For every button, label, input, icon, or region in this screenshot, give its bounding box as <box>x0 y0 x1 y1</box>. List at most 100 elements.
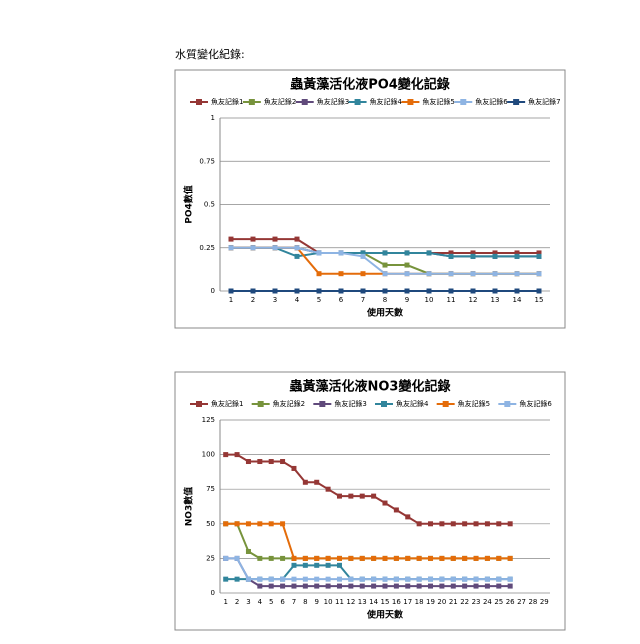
x-tick-label: 14 <box>513 296 522 304</box>
legend-marker <box>301 99 308 105</box>
x-tick-label: 25 <box>494 598 503 606</box>
x-tick-label: 9 <box>405 296 409 304</box>
x-tick-label: 12 <box>469 296 478 304</box>
point-marker <box>245 521 251 527</box>
legend-label: 魚友記錄1 <box>211 97 243 106</box>
point-marker <box>316 271 322 277</box>
x-tick-label: 5 <box>317 296 321 304</box>
point-marker <box>268 555 274 561</box>
y-tick-label: 125 <box>202 416 215 424</box>
point-marker <box>359 583 365 589</box>
point-marker <box>382 555 388 561</box>
point-marker <box>536 288 542 294</box>
point-marker <box>496 555 502 561</box>
x-tick-label: 11 <box>335 598 344 606</box>
legend-label: 魚友記錄4 <box>396 399 429 408</box>
x-tick-label: 26 <box>506 598 515 606</box>
x-tick-label: 21 <box>449 598 458 606</box>
point-marker <box>294 236 300 242</box>
legend-marker <box>407 99 414 105</box>
point-marker <box>382 500 388 506</box>
point-marker <box>272 245 278 251</box>
legend-marker <box>513 99 520 105</box>
x-tick-label: 24 <box>483 598 492 606</box>
x-tick-label: 6 <box>280 598 285 606</box>
chart-frame <box>174 69 566 329</box>
point-marker <box>439 576 445 582</box>
point-marker <box>448 288 454 294</box>
legend-marker <box>257 401 264 407</box>
y-axis-label: PO4數值 <box>183 185 195 224</box>
point-marker <box>314 479 320 485</box>
point-marker <box>428 583 434 589</box>
x-tick-label: 1 <box>229 296 233 304</box>
legend-label: 魚友記錄2 <box>273 399 305 408</box>
point-marker <box>302 555 308 561</box>
point-marker <box>492 253 498 259</box>
legend-label: 魚友記錄7 <box>528 97 560 106</box>
legend-marker <box>196 99 202 105</box>
x-tick-label: 6 <box>339 296 344 304</box>
point-marker <box>302 479 308 485</box>
x-tick-label: 20 <box>437 598 446 606</box>
y-tick-label: 25 <box>206 554 215 562</box>
point-marker <box>404 271 410 277</box>
point-marker <box>382 250 388 256</box>
point-marker <box>404 288 410 294</box>
point-marker <box>484 583 490 589</box>
point-marker <box>325 486 331 492</box>
point-marker <box>428 555 434 561</box>
point-marker <box>507 576 513 582</box>
legend-label: 魚友記錄1 <box>211 399 243 408</box>
point-marker <box>257 459 263 465</box>
legend-marker <box>196 401 202 407</box>
x-tick-label: 2 <box>251 296 255 304</box>
x-tick-label: 16 <box>392 598 401 606</box>
point-marker <box>405 576 411 582</box>
point-marker <box>462 576 468 582</box>
point-marker <box>450 521 456 527</box>
point-marker <box>536 271 542 277</box>
point-marker <box>382 288 388 294</box>
y-tick-label: 1 <box>211 114 215 122</box>
point-marker <box>393 583 399 589</box>
point-marker <box>382 583 388 589</box>
point-marker <box>496 583 502 589</box>
point-marker <box>405 514 411 520</box>
y-tick-label: 0.5 <box>204 201 215 209</box>
point-marker <box>450 576 456 582</box>
point-marker <box>473 555 479 561</box>
point-marker <box>371 576 377 582</box>
point-marker <box>484 576 490 582</box>
point-marker <box>294 288 300 294</box>
point-marker <box>280 576 286 582</box>
x-tick-label: 17 <box>403 598 412 606</box>
y-axis-label: NO3數值 <box>183 487 195 526</box>
point-marker <box>371 583 377 589</box>
legend-marker <box>248 99 255 105</box>
point-marker <box>272 236 278 242</box>
legend-marker <box>504 401 511 407</box>
point-marker <box>492 271 498 277</box>
point-marker <box>514 271 520 277</box>
point-marker <box>223 555 229 561</box>
x-tick-label: 11 <box>447 296 456 304</box>
point-marker <box>492 250 498 256</box>
point-marker <box>325 576 331 582</box>
point-marker <box>359 555 365 561</box>
y-tick-label: 50 <box>206 520 215 528</box>
legend-marker <box>319 401 326 407</box>
point-marker <box>473 521 479 527</box>
point-marker <box>294 245 300 251</box>
point-marker <box>336 493 342 499</box>
legend-label: 魚友記錄5 <box>422 97 454 106</box>
x-tick-label: 10 <box>425 296 434 304</box>
point-marker <box>223 576 229 582</box>
chart-title: 蟲黃藻活化液NO3變化記錄 <box>290 379 451 395</box>
point-marker <box>245 576 251 582</box>
point-marker <box>473 583 479 589</box>
point-marker <box>291 465 297 471</box>
point-marker <box>462 521 468 527</box>
point-marker <box>416 583 422 589</box>
